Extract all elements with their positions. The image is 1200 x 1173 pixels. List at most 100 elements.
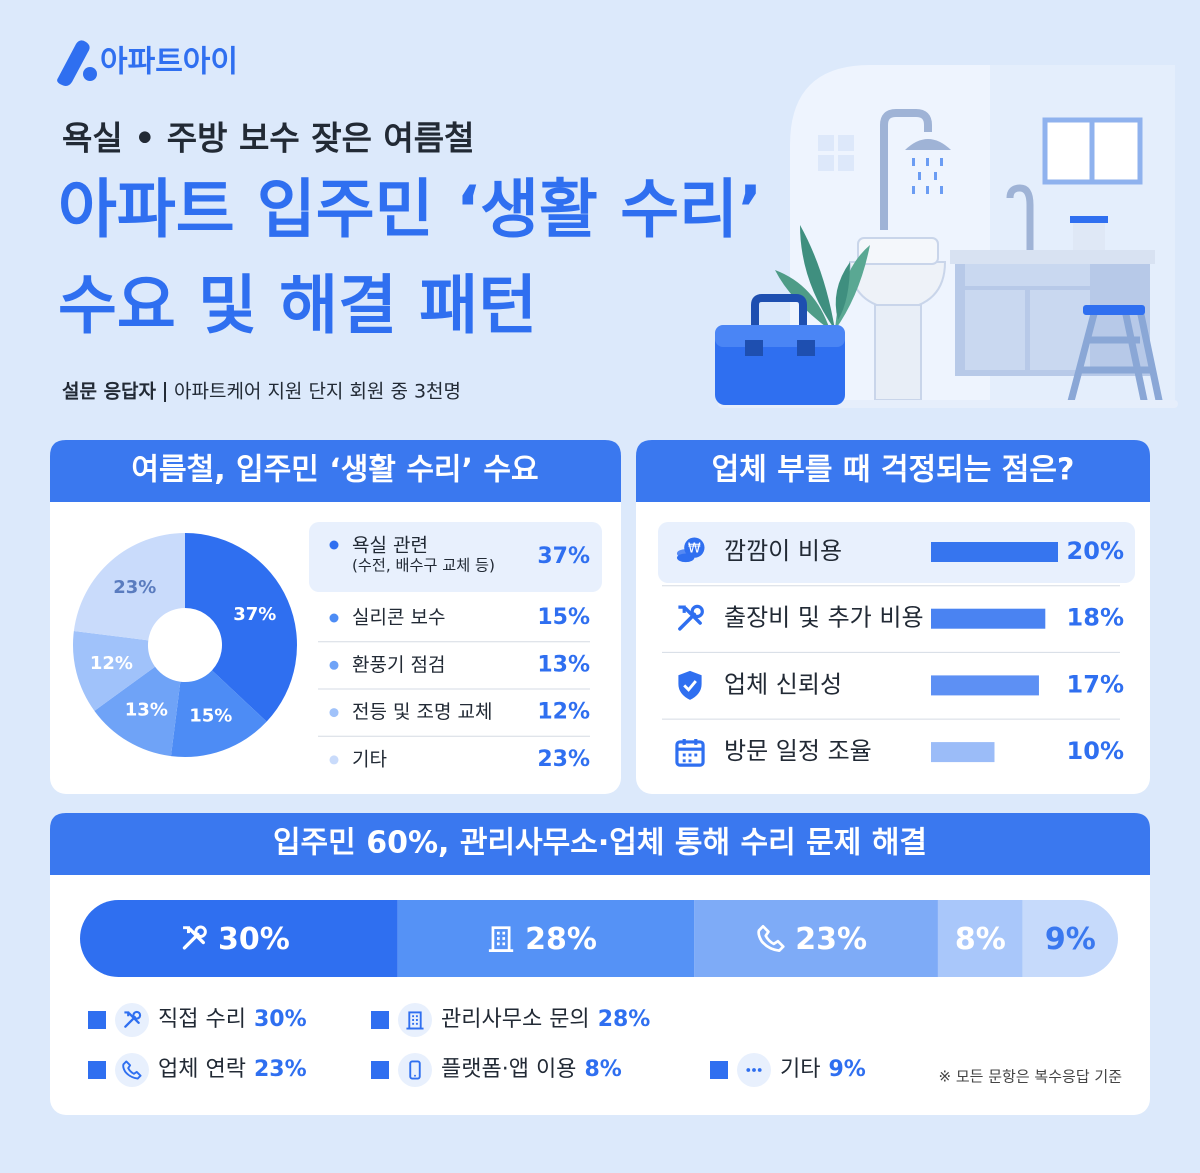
kicker: 욕실 • 주방 보수 잦은 여름철 [62,119,475,158]
illustration-part-part [918,172,921,180]
icon [409,1060,421,1080]
legend-swatch [88,1061,106,1079]
illustration-part-part [912,186,915,194]
legend-label-part: (수전, 배수구 교체 등) [352,556,495,574]
icon [122,1060,142,1080]
illustration-part [818,135,854,171]
stacked-segment [937,900,1023,977]
panel-title: 여름철, 입주민 ‘생활 수리’ 수요 [131,453,538,488]
legend-value: 28% [598,1007,651,1032]
stacked-segment [694,900,938,977]
legend-label: 기타 [352,748,387,770]
icon [757,924,785,952]
icon-part [122,1060,142,1080]
legend-label: 플랫폼·앱 이용 [441,1057,576,1082]
legend-value: 23% [537,747,590,772]
illustration-part-part [912,158,915,166]
slice-label: 23% [113,577,156,598]
icon-bg [115,1053,149,1087]
stacked-segment [1022,900,1118,977]
icon-part [676,739,704,751]
bar-label: 깜깜이 비용 [724,537,842,565]
icon-part [678,605,686,613]
icon-bg [398,1003,432,1037]
legend-value: 30% [254,1007,307,1032]
illustration-part [745,340,763,356]
slice-label: 13% [125,699,168,720]
legend-value: 13% [537,652,590,677]
illustration-part [1073,220,1105,250]
legend-swatch [88,1011,106,1029]
respondent-label: 설문 응답자 [62,381,157,403]
donut-slice [73,630,156,711]
segment-label: 30% [218,922,290,957]
title-line: 수요 및 해결 패턴 [58,270,537,344]
illustration-part [950,250,1155,264]
icon [678,670,702,700]
highlight [658,522,1135,583]
icon-part [678,670,702,700]
bar-label: 출장비 및 추가 비용 [724,604,924,632]
icon-part [406,1015,424,1030]
icon-part [124,1011,130,1017]
legend-value: 9% [828,1057,865,1082]
icon-part-part [682,753,686,757]
icon-part [675,740,705,767]
logo-mark-part [83,67,97,81]
illustration-part-part [818,155,834,171]
legend-dot [329,755,339,765]
illustration-part-part [926,158,929,166]
icon [678,604,704,631]
illustration-part [874,304,922,401]
illustration-part [880,109,932,230]
illustration [715,65,1178,408]
illustration-part [751,294,807,330]
icon [124,1010,142,1028]
icon-part [488,931,514,952]
icon-part [684,537,705,558]
bar-value: 20% [1067,537,1124,565]
legend-dot [329,708,339,718]
bar [931,742,995,763]
donut-slice [73,533,185,641]
icon-part [757,924,785,952]
legend-label: 전등 및 조명 교체 [352,701,492,723]
slice-label: 37% [233,604,276,625]
legend-label: 환풍기 점검 [352,654,445,676]
legend-label: 직접 수리 [158,1007,246,1032]
bar-value: 10% [1067,737,1124,765]
legend-value: 37% [537,544,590,569]
brand: 아파트아이 [100,45,238,80]
icon-part [746,1068,751,1072]
illustration-part [797,340,815,356]
panel-title: 입주민 60%, 관리사무소·업체 통해 수리 문제 해결 [273,826,927,861]
icon-part [194,925,207,938]
illustration-part-part [838,135,854,151]
legend-label: 실리콘 보수 [352,607,445,629]
legend-swatch [371,1011,389,1029]
illustration-part [835,262,850,320]
legend-label: 기타 [780,1057,820,1082]
icon: ₩ [676,537,705,563]
illustration-part-part [940,158,943,166]
icon-part-part [688,759,692,763]
illustration-part-part [926,186,929,194]
stacked-segment [397,900,695,977]
icon [406,1011,424,1030]
legend-dot [329,660,339,670]
slice-label: 12% [90,653,133,674]
legend-label: 업체 연락 [158,1057,246,1082]
bar-value: 18% [1067,604,1124,632]
segment-label: 28% [525,922,597,957]
legend-value: 15% [537,605,590,630]
illustration-part [912,158,943,194]
icon-part-part [688,753,692,757]
icon-part [132,1010,142,1020]
illustration-part-part [940,186,943,194]
illustration-part [857,237,939,265]
respondent-text: 아파트케어 지원 단지 회원 중 3천명 [174,381,461,403]
legend-dot [329,540,339,550]
segment-label: 23% [795,922,867,957]
